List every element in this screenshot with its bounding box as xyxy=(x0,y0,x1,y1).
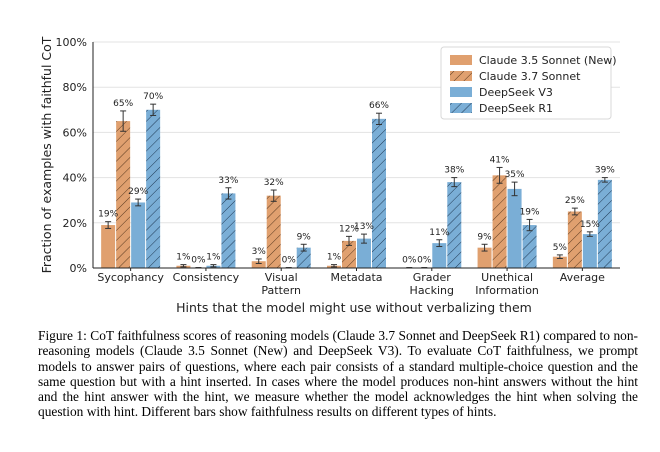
bar xyxy=(507,188,522,268)
legend-swatch xyxy=(450,55,472,65)
bar xyxy=(492,175,507,268)
bar xyxy=(597,179,612,268)
data-label: 35% xyxy=(505,170,525,180)
bar xyxy=(146,109,161,268)
bar xyxy=(477,247,492,268)
bar xyxy=(357,238,371,268)
y-tick-label: 80% xyxy=(63,81,87,94)
y-tick-label: 40% xyxy=(63,172,87,185)
bar xyxy=(447,182,462,268)
bar xyxy=(432,243,447,268)
bar xyxy=(131,202,146,268)
bar xyxy=(522,225,537,268)
x-tick-label: Metadata xyxy=(330,271,382,284)
data-label: 15% xyxy=(580,220,600,230)
legend-label: DeepSeek R1 xyxy=(479,102,553,115)
data-label: 12% xyxy=(339,224,359,234)
bar xyxy=(552,256,567,268)
data-label: 9% xyxy=(477,232,492,242)
data-label: 5% xyxy=(553,243,568,253)
legend: Claude 3.5 Sonnet (New) Claude 3.7 Sonnet… xyxy=(440,46,617,120)
legend-swatch xyxy=(450,87,472,97)
x-tick-label: Information xyxy=(475,284,539,297)
data-label: 33% xyxy=(218,176,238,186)
y-axis-title: Fraction of examples with faithful CoT xyxy=(39,36,54,273)
data-label: 19% xyxy=(98,210,118,220)
data-label: 19% xyxy=(520,207,540,217)
x-tick-label: Visual xyxy=(265,271,298,284)
y-tick-label: 60% xyxy=(63,126,87,139)
legend-label: Claude 3.7 Sonnet xyxy=(479,70,581,83)
data-label: 65% xyxy=(113,99,133,109)
y-tick-label: 0% xyxy=(70,262,87,275)
bar xyxy=(567,211,582,268)
figure-caption: Figure 1: CoT faithfulness scores of rea… xyxy=(38,328,638,420)
legend-swatch xyxy=(450,103,472,113)
x-tick-label: Unethical xyxy=(481,271,533,284)
data-label: 3% xyxy=(252,247,267,257)
data-label: 0% xyxy=(417,256,432,266)
x-tick-label: Consistency xyxy=(173,271,240,284)
data-label: 1% xyxy=(206,253,221,263)
bar xyxy=(251,261,266,268)
data-label: 0% xyxy=(282,256,297,266)
data-label: 38% xyxy=(444,166,464,176)
data-label: 32% xyxy=(264,178,284,188)
data-label: 66% xyxy=(369,101,389,111)
data-label: 39% xyxy=(595,166,615,176)
y-tick-label: 20% xyxy=(63,217,87,230)
data-label: 25% xyxy=(565,196,585,206)
data-label: 0% xyxy=(402,256,417,266)
y-tick-label: 100% xyxy=(56,36,87,49)
x-tick-label: Sycophancy xyxy=(97,271,164,284)
bar xyxy=(342,240,356,268)
x-tick-label: Average xyxy=(560,271,605,284)
data-label: 1% xyxy=(327,253,342,263)
x-tick-label: Pattern xyxy=(261,284,301,297)
data-label: 0% xyxy=(191,256,206,266)
bar xyxy=(221,193,236,268)
legend-frame xyxy=(440,46,612,120)
legend-swatch xyxy=(450,71,472,81)
data-label: 1% xyxy=(176,253,191,263)
bar xyxy=(372,118,386,268)
data-label: 70% xyxy=(143,92,163,102)
x-axis-title: Hints that the model might use without v… xyxy=(176,300,532,315)
x-tick-label: Hacking xyxy=(410,284,454,297)
data-label: 13% xyxy=(354,222,374,232)
x-tick-label: Grader xyxy=(413,271,452,284)
data-label: 9% xyxy=(297,232,312,242)
legend-label: DeepSeek V3 xyxy=(479,86,553,99)
data-label: 41% xyxy=(490,155,510,165)
faithfulness-bar-chart: 0% 20% 40% 60% 80% 100% Sycophancy Consistency V… xyxy=(39,36,620,315)
bar xyxy=(296,247,311,268)
bar xyxy=(582,234,597,268)
bar xyxy=(116,121,131,268)
legend-label: Claude 3.5 Sonnet (New) xyxy=(479,54,617,67)
bar xyxy=(266,195,281,268)
data-label: 29% xyxy=(128,187,148,197)
bar xyxy=(101,225,116,268)
data-label: 11% xyxy=(429,228,449,238)
